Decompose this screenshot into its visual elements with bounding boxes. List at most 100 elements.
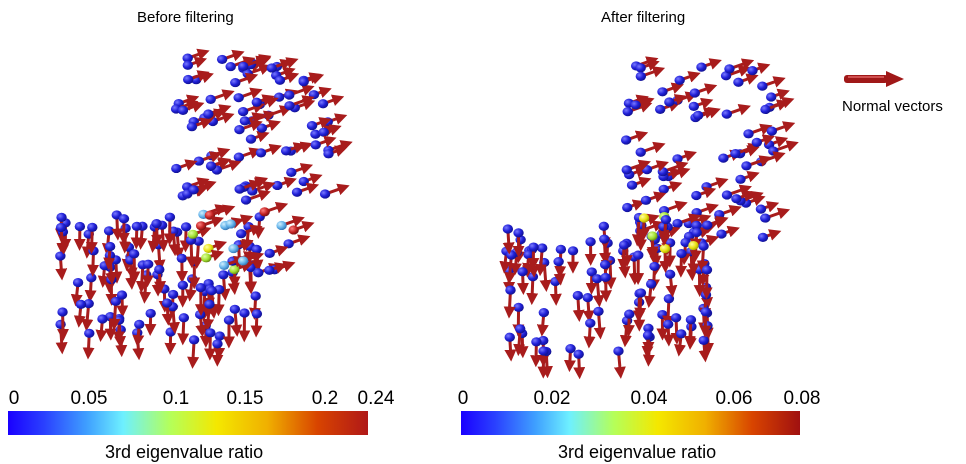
point-sphere xyxy=(281,146,291,155)
point-sphere xyxy=(556,245,566,254)
point-sphere xyxy=(299,177,309,186)
point-sphere xyxy=(234,125,244,134)
point-sphere xyxy=(714,210,724,219)
point-sphere xyxy=(621,135,631,144)
point-sphere xyxy=(691,191,701,200)
point-sphere xyxy=(229,265,239,274)
point-sphere xyxy=(111,297,121,306)
point-sphere xyxy=(88,246,98,255)
point-sphere xyxy=(189,335,199,344)
point-sphere xyxy=(573,350,583,359)
point-sphere xyxy=(758,233,768,242)
point-sphere xyxy=(505,285,515,294)
point-sphere xyxy=(119,214,129,223)
point-sphere xyxy=(517,267,527,276)
point-sphere xyxy=(757,82,767,91)
point-sphere xyxy=(747,66,757,75)
point-sphere xyxy=(178,106,188,115)
point-sphere xyxy=(624,310,634,319)
point-sphere xyxy=(676,249,686,258)
point-sphere xyxy=(275,76,285,85)
point-sphere xyxy=(257,123,267,132)
point-sphere xyxy=(86,273,96,282)
point-sphere xyxy=(215,331,225,340)
point-sphere xyxy=(253,268,263,277)
before-filtering-point-cloud xyxy=(55,52,347,362)
point-sphere xyxy=(515,324,525,333)
tick-label: 0.1 xyxy=(163,388,189,410)
colorbar-label-before: 3rd eigenvalue ratio xyxy=(105,442,263,463)
point-sphere xyxy=(187,122,197,131)
point-sphere xyxy=(635,63,645,72)
point-sphere xyxy=(203,109,213,118)
point-sphere xyxy=(716,229,726,238)
point-sphere xyxy=(318,99,328,108)
tick-label: 0 xyxy=(458,388,469,410)
point-sphere xyxy=(272,181,282,190)
point-sphere xyxy=(234,153,244,162)
point-sphere xyxy=(201,253,211,262)
tick-label: 0.02 xyxy=(534,388,571,410)
point-sphere xyxy=(655,105,665,114)
point-sphere xyxy=(226,62,236,71)
point-sphere xyxy=(240,116,250,125)
point-sphere xyxy=(696,62,706,71)
point-sphere xyxy=(664,294,674,303)
point-sphere xyxy=(236,229,246,238)
point-sphere xyxy=(188,185,198,194)
point-sphere xyxy=(636,288,646,297)
point-sphere xyxy=(622,165,632,174)
point-sphere xyxy=(323,149,333,158)
point-sphere xyxy=(252,309,262,318)
point-sphere xyxy=(583,293,593,302)
point-sphere xyxy=(230,305,240,314)
point-sphere xyxy=(228,244,238,253)
point-sphere xyxy=(84,329,94,338)
point-sphere xyxy=(585,237,595,246)
point-sphere xyxy=(177,254,187,263)
point-sphere xyxy=(672,154,682,163)
point-sphere xyxy=(310,140,320,149)
point-sphere xyxy=(674,76,684,85)
point-sphere xyxy=(688,241,698,250)
point-sphere xyxy=(658,167,668,176)
point-sphere xyxy=(239,308,249,317)
point-sphere xyxy=(320,189,330,198)
point-sphere xyxy=(553,257,563,266)
point-sphere xyxy=(627,181,637,190)
point-sphere xyxy=(528,242,538,251)
point-sphere xyxy=(513,228,523,237)
point-sphere xyxy=(630,100,640,109)
point-sphere xyxy=(585,319,595,328)
point-sphere xyxy=(274,93,284,102)
point-sphere xyxy=(659,185,669,194)
point-sphere xyxy=(693,111,703,120)
point-sphere xyxy=(196,221,206,230)
point-sphere xyxy=(699,336,709,345)
point-sphere xyxy=(246,135,256,144)
point-sphere xyxy=(671,313,681,322)
point-sphere xyxy=(513,303,523,312)
point-sphere xyxy=(87,223,97,232)
point-sphere xyxy=(162,298,172,307)
point-sphere xyxy=(284,101,294,110)
point-sphere xyxy=(639,213,649,222)
point-sphere xyxy=(276,221,286,230)
point-sphere xyxy=(55,251,65,260)
point-sphere xyxy=(57,307,67,316)
point-sphere xyxy=(217,55,227,64)
point-sphere xyxy=(701,307,711,316)
point-sphere xyxy=(183,61,193,70)
point-sphere xyxy=(642,165,652,174)
point-sphere xyxy=(503,224,513,233)
point-sphere xyxy=(766,92,776,101)
point-sphere xyxy=(171,164,181,173)
point-sphere xyxy=(264,249,274,258)
legend-label: Normal vectors xyxy=(842,98,943,115)
point-sphere xyxy=(154,265,164,274)
point-sphere xyxy=(664,97,674,106)
point-sphere xyxy=(599,234,609,243)
point-sphere xyxy=(76,300,86,309)
point-sphere xyxy=(531,337,541,346)
point-sphere xyxy=(730,149,740,158)
